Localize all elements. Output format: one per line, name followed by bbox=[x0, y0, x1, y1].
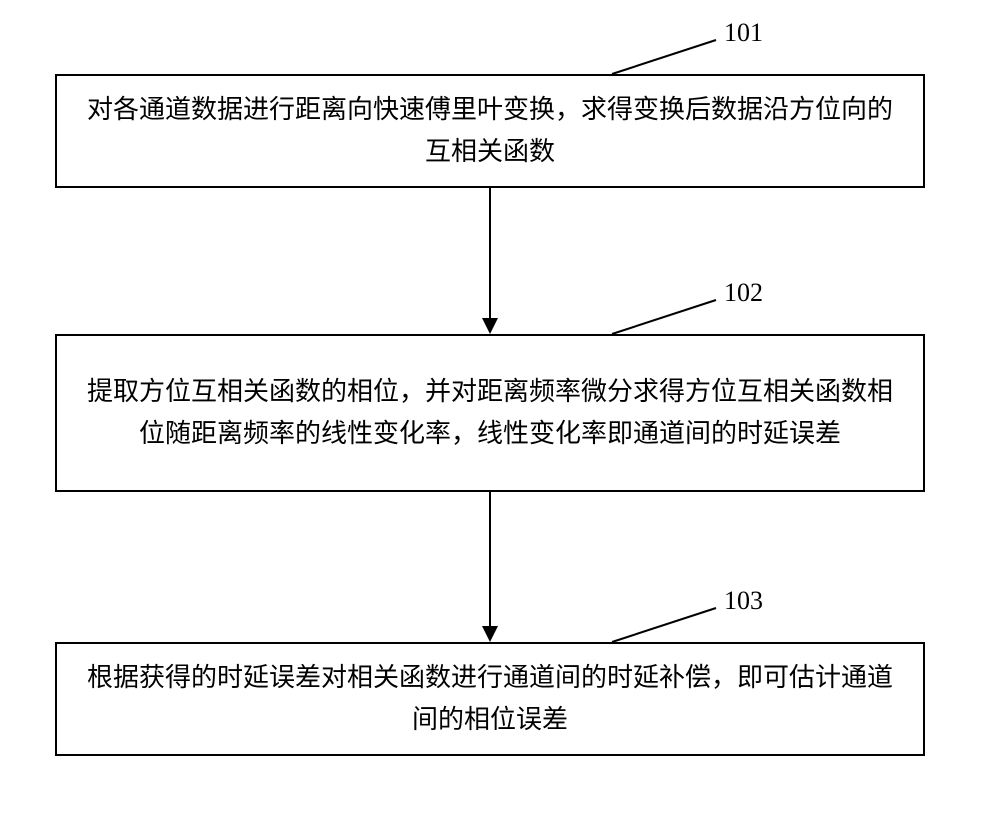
step-box-102: 提取方位互相关函数的相位，并对距离频率微分求得方位互相关函数相位随距离频率的线性… bbox=[55, 334, 925, 492]
step-box-103: 根据获得的时延误差对相关函数进行通道间的时延补偿，即可估计通道间的相位误差 bbox=[55, 642, 925, 756]
step-box-101: 对各通道数据进行距离向快速傅里叶变换，求得变换后数据沿方位向的互相关函数 bbox=[55, 74, 925, 188]
connector-arrow-1 bbox=[478, 492, 502, 644]
connector-arrow-0 bbox=[478, 188, 502, 336]
step-label-101: 101 bbox=[724, 18, 763, 48]
leader-line-102 bbox=[612, 300, 718, 336]
step-text: 根据获得的时延误差对相关函数进行通道间的时延补偿，即可估计通道间的相位误差 bbox=[75, 657, 905, 740]
flowchart-canvas: 对各通道数据进行距离向快速傅里叶变换，求得变换后数据沿方位向的互相关函数 101 提… bbox=[0, 0, 1000, 816]
leader-line-101 bbox=[612, 40, 718, 76]
leader-line-103 bbox=[612, 608, 718, 644]
step-text: 对各通道数据进行距离向快速傅里叶变换，求得变换后数据沿方位向的互相关函数 bbox=[75, 89, 905, 172]
step-label-103: 103 bbox=[724, 586, 763, 616]
step-label-102: 102 bbox=[724, 278, 763, 308]
step-text: 提取方位互相关函数的相位，并对距离频率微分求得方位互相关函数相位随距离频率的线性… bbox=[75, 371, 905, 454]
